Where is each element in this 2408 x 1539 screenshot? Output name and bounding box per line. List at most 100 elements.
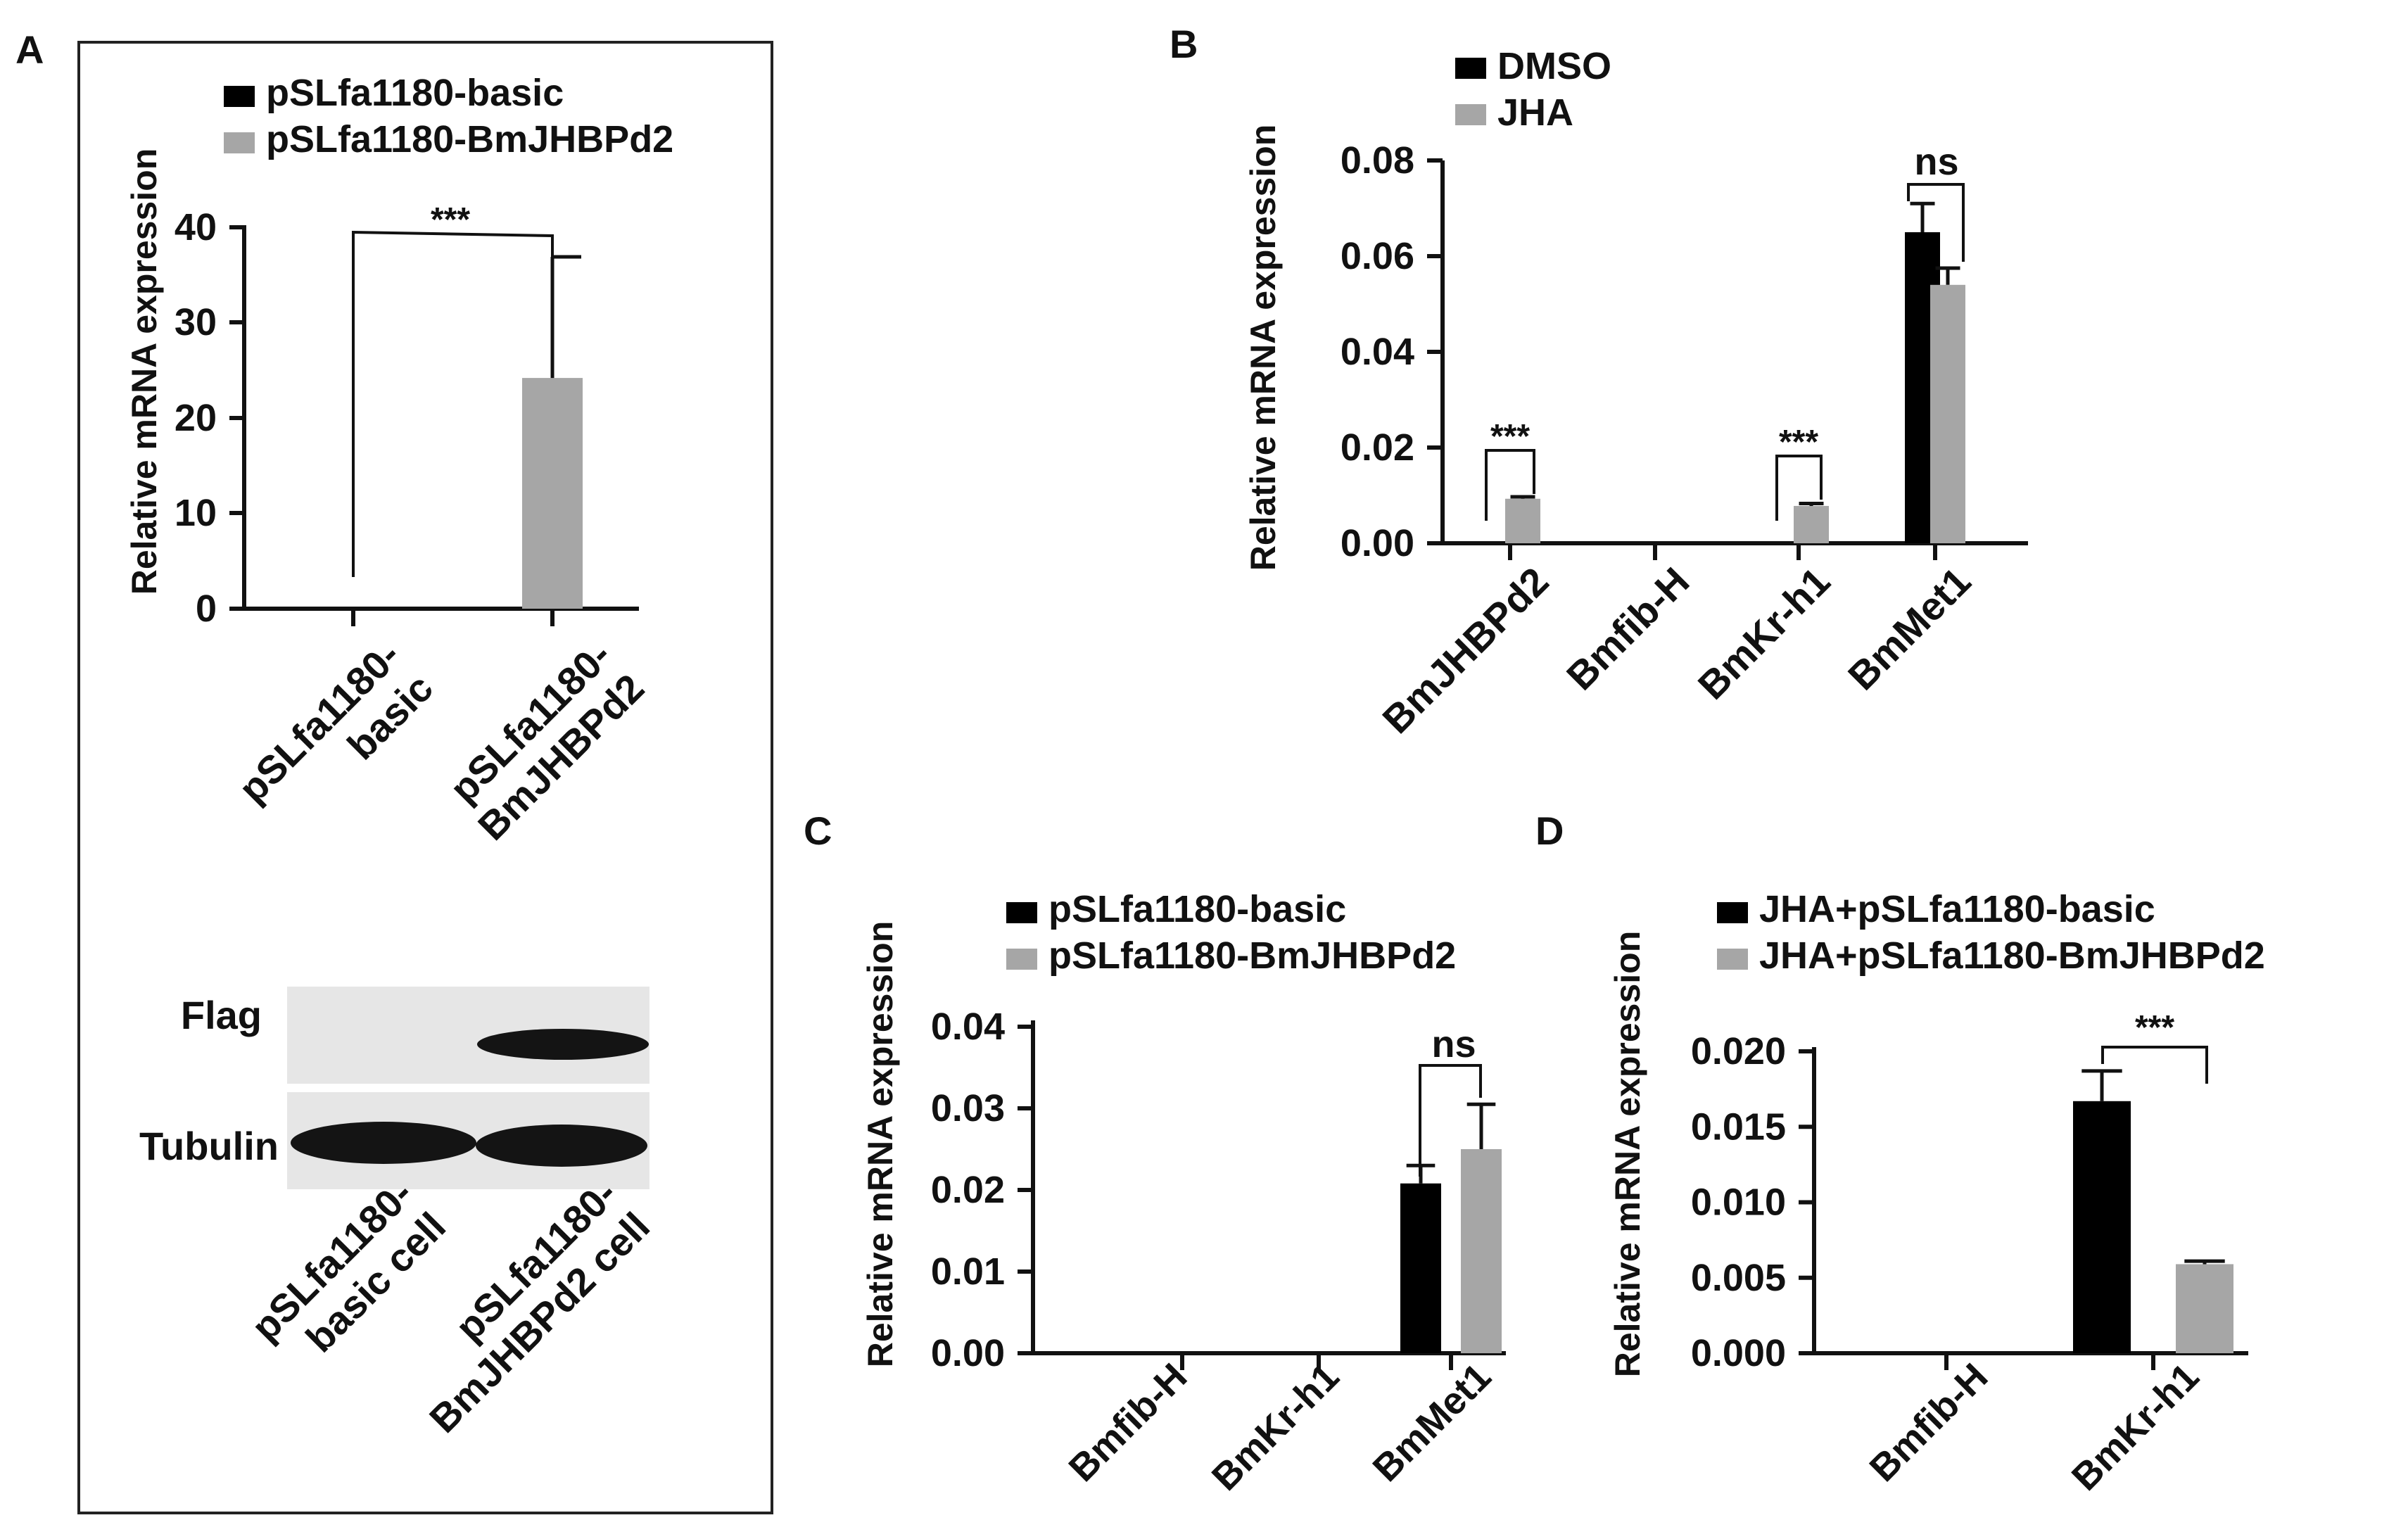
- significance-bracket-b-bmmet1: [1907, 183, 1965, 262]
- legend-d-swatch-bmjhbpd2: [1717, 949, 1748, 970]
- bar-a-pslfa1180-bmjhbpd2: [522, 378, 583, 609]
- y-tick-label-a: 40: [175, 206, 217, 248]
- legend-b-swatch-dmso: [1455, 58, 1486, 79]
- y-tick-label-d: 0.005: [1691, 1257, 1786, 1299]
- y-tick-label-b: 0.02: [1341, 426, 1414, 469]
- legend-c-swatch-basic: [1006, 902, 1037, 923]
- x-tick-label-b: BmJHBPd2: [1374, 559, 1557, 742]
- y-tick-label-b: 0.08: [1341, 139, 1414, 182]
- y-ticks-b: 0.00 0.02 0.04 0.06 0.08: [1341, 139, 1443, 564]
- blot-label-tubulin: Tubulin: [139, 1124, 279, 1168]
- y-tick-label-a: 0: [196, 588, 217, 630]
- y-ticks-d: 0.000 0.005 0.010 0.015 0.020: [1691, 1030, 1814, 1374]
- legend-b-swatch-jha: [1455, 104, 1486, 125]
- bar-d-bmkr-h1-jha-pslfa1180-bmjhbpd2: [2176, 1264, 2233, 1353]
- x-tick-marks-b: [1508, 543, 1937, 560]
- panel-d-label: D: [1535, 809, 1564, 853]
- significance-bracket-a: [352, 230, 554, 577]
- x-tick-label-a-basic: pSLfa1180- basic: [230, 633, 441, 811]
- significance-label-a: ***: [431, 201, 470, 239]
- y-axis-title-a: Relative mRNA expression: [125, 148, 164, 595]
- error-bar-d-bmkr-h1-jha-pslfa1180-basic: [2081, 1069, 2122, 1101]
- blot-band-flag: [477, 1029, 649, 1060]
- chart-a: pSLfa1180-basic pSLfa1180-BmJHBPd2 Relat…: [125, 72, 673, 849]
- bars-d: [2073, 1069, 2233, 1353]
- panel-a: A pSLfa1180-basic pSLfa1180-BmJHBPd2 Rel…: [15, 27, 773, 1514]
- legend-b-label-dmso: DMSO: [1497, 45, 1611, 87]
- significance-bracket-c-bmmet1: [1419, 1064, 1482, 1177]
- bars-b: [1505, 201, 1965, 543]
- legend-c-label-bmjhbpd2: pSLfa1180-BmJHBPd2: [1048, 935, 1456, 977]
- x-tick-label-c: BmMet1: [1365, 1355, 1500, 1490]
- bars-c: [1400, 1102, 1502, 1353]
- legend-a-swatch-bmjhbpd2: [224, 132, 255, 153]
- y-tick-label-a: 30: [175, 301, 217, 343]
- error-bar-b-bmjhbpd2-jha: [1510, 495, 1535, 499]
- legend-d-label-basic: JHA+pSLfa1180-basic: [1759, 888, 2155, 930]
- y-tick-label-c: 0.04: [931, 1006, 1005, 1048]
- significance-bracket-b-bmjhbpd2: [1485, 449, 1535, 521]
- blot-lane-label-1: pSLfa1180- basic cell: [243, 1171, 454, 1361]
- significance-bracket-b-bmkr-h1: [1775, 455, 1823, 521]
- y-axis-title-d: Relative mRNA expression: [1608, 931, 1647, 1378]
- chart-b: DMSO JHA Relative mRNA expression 0.000.…: [1243, 45, 2028, 742]
- y-tick-label-d: 0.020: [1691, 1030, 1786, 1072]
- x-tick-label-c: BmKr-h1: [1204, 1355, 1348, 1499]
- legend-a-label-bmjhbpd2: pSLfa1180-BmJHBPd2: [266, 118, 673, 160]
- y-ticks-a: 0 10 20 30 40: [175, 206, 244, 630]
- legend-c-swatch-bmjhbpd2: [1006, 949, 1037, 970]
- y-axis-title-b: Relative mRNA expression: [1243, 125, 1283, 571]
- panel-d: D JHA+pSLfa1180-basic JHA+pSLfa1180-BmJH…: [1535, 809, 2265, 1499]
- y-ticks-c: 0.00 0.01 0.02 0.03 0.04: [931, 1006, 1033, 1374]
- bar-c-bmmet1-pslfa1180-bmjhbpd2: [1461, 1149, 1502, 1353]
- y-tick-label-d: 0.010: [1691, 1182, 1786, 1224]
- significance-label-b-bmjhbpd2: ***: [1490, 418, 1530, 455]
- panel-b-label: B: [1170, 22, 1198, 66]
- y-tick-label-c: 0.02: [931, 1169, 1005, 1211]
- y-tick-label-b: 0.00: [1341, 522, 1414, 564]
- error-bar-a-pslfa1180-bmjhbpd2: [550, 255, 581, 379]
- x-tick-label-b: BmKr-h1: [1690, 559, 1839, 708]
- x-tick-label-a-bmjhbpd2: pSLfa1180- BmJHBPd2: [441, 633, 652, 849]
- error-bar-d-bmkr-h1-jha-pslfa1180-bmjhbpd2: [2184, 1259, 2225, 1265]
- x-tick-label-d: BmKr-h1: [2064, 1355, 2207, 1499]
- western-blot: Flag Tubulin pSLfa1180- basic cell pSLfa…: [139, 987, 658, 1441]
- bar-b-bmjhbpd2-jha: [1505, 498, 1540, 543]
- y-tick-label-c: 0.03: [931, 1087, 1005, 1129]
- legend-b-label-jha: JHA: [1497, 91, 1573, 134]
- panel-a-label: A: [15, 27, 44, 72]
- bar-d-bmkr-h1-jha-pslfa1180-basic: [2073, 1101, 2131, 1353]
- chart-c: pSLfa1180-basic pSLfa1180-BmJHBPd2 Relat…: [861, 888, 1506, 1499]
- y-axis-title-c: Relative mRNA expression: [861, 921, 900, 1368]
- error-bar-c-bmmet1-pslfa1180-bmjhbpd2: [1466, 1102, 1496, 1149]
- bar-c-bmmet1-pslfa1180-basic: [1400, 1183, 1441, 1353]
- x-tick-label-b: BmMet1: [1839, 559, 1979, 699]
- significance-label-b-bmmet1: ns: [1914, 141, 1958, 183]
- bar-b-bmmet1-jha: [1930, 284, 1965, 543]
- x-tick-marks-d: [1944, 1353, 2155, 1370]
- legend-a-label-basic: pSLfa1180-basic: [266, 72, 564, 114]
- blot-band-tubulin-lane1: [291, 1122, 476, 1164]
- panel-c-label: C: [804, 809, 832, 853]
- y-tick-label-d: 0.000: [1691, 1332, 1786, 1374]
- significance-label-d-bmkr-h1: ***: [2135, 1009, 2174, 1046]
- x-tick-marks-c: [1180, 1353, 1453, 1370]
- significance-label-b-bmkr-h1: ***: [1779, 424, 1818, 461]
- x-tick-label-d: Bmfib-H: [1862, 1355, 1996, 1490]
- y-tick-label-c: 0.01: [931, 1250, 1005, 1293]
- panel-b: B DMSO JHA Relative mRNA expression 0.00…: [1170, 22, 2028, 742]
- legend-c-label-basic: pSLfa1180-basic: [1048, 888, 1346, 930]
- x-tick-label-c: Bmfib-H: [1061, 1355, 1196, 1490]
- y-tick-label-a: 20: [175, 397, 217, 439]
- blot-label-flag: Flag: [181, 993, 262, 1037]
- y-tick-label-b: 0.04: [1341, 331, 1414, 373]
- y-tick-label-a: 10: [175, 492, 217, 534]
- y-tick-label-b: 0.06: [1341, 235, 1414, 277]
- blot-band-tubulin-lane2: [476, 1125, 647, 1167]
- legend-a-swatch-basic: [224, 86, 255, 107]
- legend-d-swatch-basic: [1717, 902, 1748, 923]
- significance-bracket-d-bmkr-h1: [2101, 1046, 2208, 1084]
- error-bar-b-bmmet1-jha: [1935, 266, 1960, 285]
- x-tick-label-b: Bmfib-H: [1558, 559, 1698, 699]
- error-bar-b-bmkr-h1-jha: [1799, 502, 1824, 506]
